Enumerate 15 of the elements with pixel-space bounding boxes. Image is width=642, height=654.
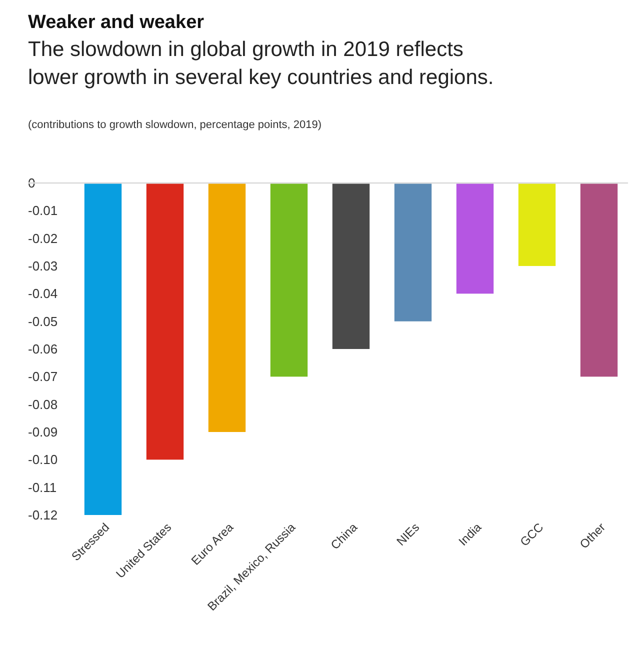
y-tick-label: -0.09 bbox=[28, 424, 58, 440]
y-tick-label: -0.05 bbox=[28, 314, 58, 329]
y-tick-label: -0.06 bbox=[28, 342, 58, 357]
y-tick-label: -0.01 bbox=[28, 203, 58, 218]
y-tick-label: -0.03 bbox=[28, 258, 58, 274]
y-tick-label: -0.12 bbox=[28, 508, 58, 523]
text: (contributions to growth slowdown, percentage points, 2019) bbox=[28, 119, 322, 131]
y-tick-label: -0.02 bbox=[28, 230, 58, 246]
y-tick-label: -0.04 bbox=[28, 286, 58, 302]
y-tick-label: -0.10 bbox=[28, 452, 58, 468]
y-tick-label: -0.07 bbox=[28, 369, 58, 384]
chart-title: Weaker and weaker bbox=[28, 12, 205, 33]
y-tick-label: -0.11 bbox=[28, 480, 57, 495]
y-tick-label: -0.08 bbox=[28, 396, 58, 412]
chart-subtitle: The slowdown in global growth in 2019 reflects lower growth in several key countries and regions. bbox=[28, 38, 494, 89]
